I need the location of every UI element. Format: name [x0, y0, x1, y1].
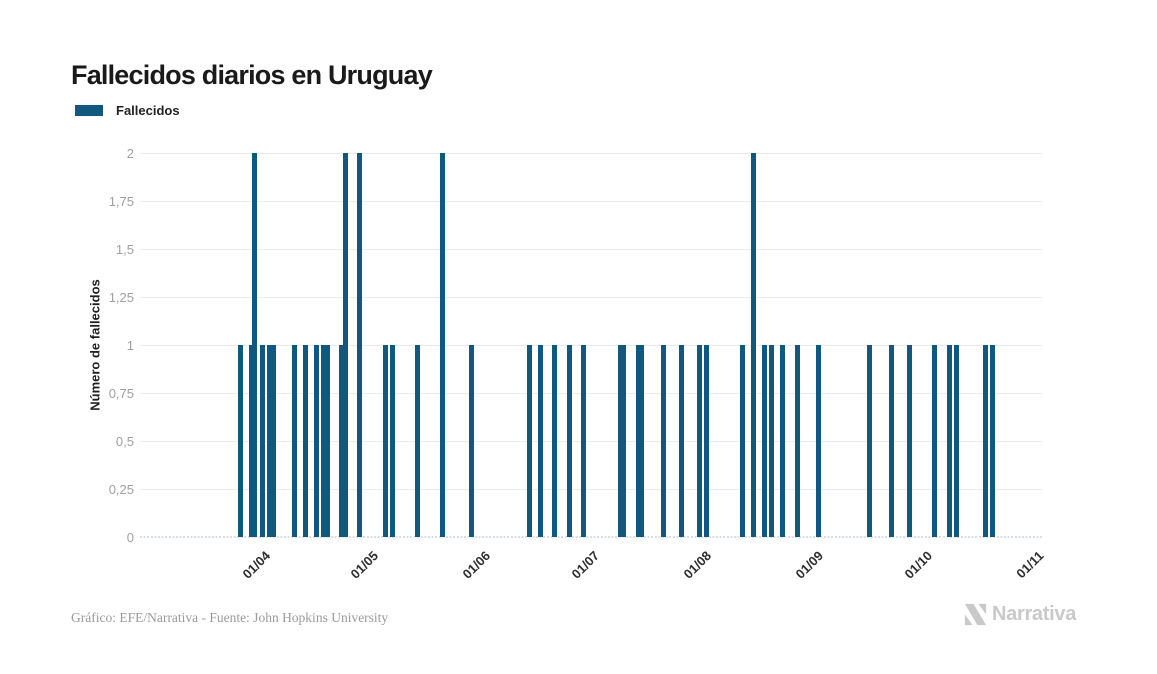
- bar[interactable]: [382, 345, 388, 537]
- legend-label: Fallecidos: [116, 103, 180, 118]
- bar[interactable]: [538, 345, 543, 537]
- bar[interactable]: [780, 345, 786, 537]
- page-title: Fallecidos diarios en Uruguay: [71, 60, 433, 91]
- footer-credit: Gráfico: EFE/Narrativa - Fuente: John Ho…: [71, 610, 389, 625]
- y-tick-label: 1: [126, 338, 134, 353]
- bar[interactable]: [697, 345, 702, 537]
- y-tick-label: 0,25: [108, 482, 134, 497]
- x-tick-label: 01/10: [901, 548, 935, 582]
- gridline: [140, 249, 1042, 250]
- bar[interactable]: [527, 345, 533, 537]
- bar[interactable]: [635, 345, 641, 537]
- y-tick-label: 1,75: [108, 194, 134, 209]
- y-tick-label: 1,5: [115, 242, 134, 257]
- gridline: [140, 297, 1042, 298]
- bar[interactable]: [816, 345, 822, 537]
- brand-text: Narrativa: [992, 603, 1077, 625]
- bar[interactable]: [932, 345, 937, 537]
- legend[interactable]: Fallecidos: [75, 103, 180, 118]
- narrativa-n-icon: [964, 603, 987, 626]
- bar[interactable]: [303, 345, 308, 537]
- bar[interactable]: [751, 153, 757, 537]
- bar[interactable]: [989, 345, 995, 537]
- bar[interactable]: [321, 345, 327, 537]
- bar[interactable]: [252, 153, 258, 537]
- x-tick-label: 01/07: [568, 548, 603, 582]
- bar[interactable]: [704, 345, 710, 537]
- bar[interactable]: [357, 153, 363, 537]
- bar[interactable]: [339, 345, 345, 537]
- bar[interactable]: [440, 153, 446, 537]
- bar[interactable]: [581, 345, 587, 537]
- bar[interactable]: [660, 345, 666, 537]
- bar[interactable]: [566, 345, 572, 537]
- bar[interactable]: [679, 345, 684, 537]
- legend-swatch: [75, 105, 103, 116]
- bar[interactable]: [617, 345, 623, 537]
- bar[interactable]: [794, 345, 800, 537]
- bar[interactable]: [292, 345, 298, 537]
- bar[interactable]: [639, 345, 645, 537]
- bar[interactable]: [953, 345, 959, 537]
- bar[interactable]: [259, 345, 265, 537]
- gridline: [140, 441, 1042, 442]
- bar[interactable]: [552, 345, 558, 537]
- bar[interactable]: [389, 345, 395, 537]
- bar[interactable]: [324, 345, 330, 537]
- bar[interactable]: [740, 345, 746, 537]
- x-tick-label: 01/09: [792, 548, 827, 582]
- bar[interactable]: [866, 345, 872, 537]
- x-tick-label: 01/08: [680, 548, 715, 582]
- bar[interactable]: [342, 153, 348, 537]
- bar[interactable]: [906, 345, 912, 537]
- gridline: [140, 153, 1042, 154]
- bar[interactable]: [982, 345, 988, 537]
- x-tick-label: 01/05: [347, 548, 382, 582]
- y-tick-label: 0,75: [108, 386, 134, 401]
- y-tick-label: 1,25: [108, 290, 134, 305]
- gridline: [140, 201, 1042, 202]
- x-tick-label: 01/11: [1013, 548, 1047, 582]
- gridline: [140, 345, 1042, 346]
- gridline: [140, 489, 1042, 490]
- bar[interactable]: [248, 345, 254, 537]
- y-tick-label: 0: [126, 530, 134, 545]
- bar[interactable]: [769, 345, 775, 537]
- y-tick-label: 2: [126, 146, 134, 161]
- x-tick-label: 01/04: [239, 548, 274, 582]
- bar[interactable]: [313, 345, 319, 537]
- bar[interactable]: [266, 345, 272, 537]
- bar[interactable]: [621, 345, 627, 537]
- bar[interactable]: [237, 345, 243, 537]
- bar[interactable]: [415, 345, 421, 537]
- bar[interactable]: [469, 345, 475, 537]
- gridline: [140, 393, 1042, 394]
- brand-logo: Narrativa: [962, 601, 1076, 628]
- bar[interactable]: [270, 345, 276, 537]
- x-axis-line: [140, 536, 1042, 538]
- bar[interactable]: [946, 345, 952, 537]
- x-tick-label: 01/06: [460, 548, 494, 582]
- bar[interactable]: [888, 345, 894, 537]
- bar[interactable]: [762, 345, 768, 537]
- y-tick-label: 0,5: [115, 434, 134, 449]
